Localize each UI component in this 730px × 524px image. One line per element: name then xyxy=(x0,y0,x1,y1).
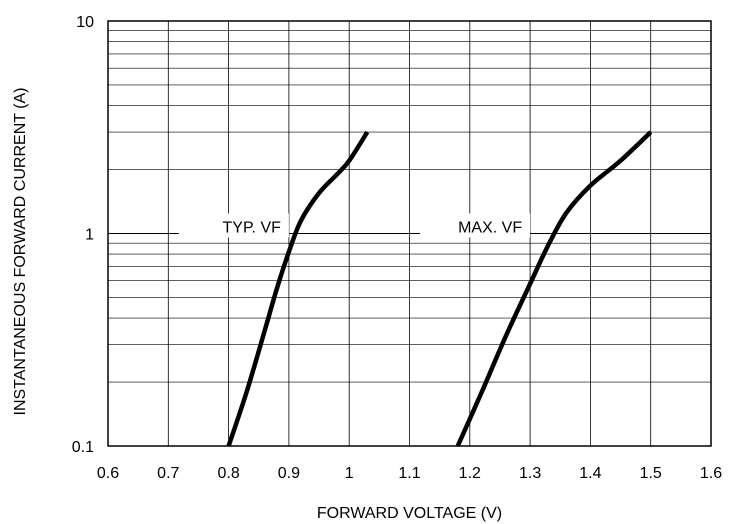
series-layer xyxy=(226,130,653,447)
series-line-typ-vf xyxy=(226,130,370,447)
x-axis-title: FORWARD VOLTAGE (V) xyxy=(317,505,502,522)
y-axis-title: INSTANTANEOUS FORWARD CURRENT (A) xyxy=(12,87,29,415)
x-tick-label: 1.1 xyxy=(398,465,420,482)
series-label-max-vf: MAX. VF xyxy=(458,220,522,237)
y-tick-label: 0.1 xyxy=(72,439,94,456)
y-tick-labels: 0.1 1 10 xyxy=(72,14,94,456)
series-label-typ-vf: TYP. VF xyxy=(223,220,282,237)
x-tick-labels: 0.6 0.7 0.8 0.9 1 1.1 1.2 1.3 1.4 1.5 1.6 xyxy=(97,465,722,482)
x-tick-label: 0.8 xyxy=(217,465,239,482)
x-tick-label: 1 xyxy=(345,465,354,482)
x-tick-label: 1.6 xyxy=(700,465,722,482)
series-line-max-vf xyxy=(455,130,653,447)
series-label-background xyxy=(178,213,289,238)
x-tick-label: 1.2 xyxy=(459,465,481,482)
x-tick-label: 1.4 xyxy=(579,465,601,482)
curve-labels: TYP. VF MAX. VF xyxy=(178,213,531,238)
x-tick-label: 0.7 xyxy=(157,465,179,482)
x-tick-label: 0.6 xyxy=(97,465,119,482)
plot-frame xyxy=(107,20,712,447)
x-tick-label: 1.3 xyxy=(519,465,541,482)
y-tick-label: 10 xyxy=(76,14,94,31)
y-tick-label: 1 xyxy=(85,227,94,244)
series-label-background xyxy=(420,213,531,238)
grid xyxy=(108,21,711,446)
x-tick-label: 0.9 xyxy=(278,465,300,482)
x-tick-label: 1.5 xyxy=(640,465,662,482)
